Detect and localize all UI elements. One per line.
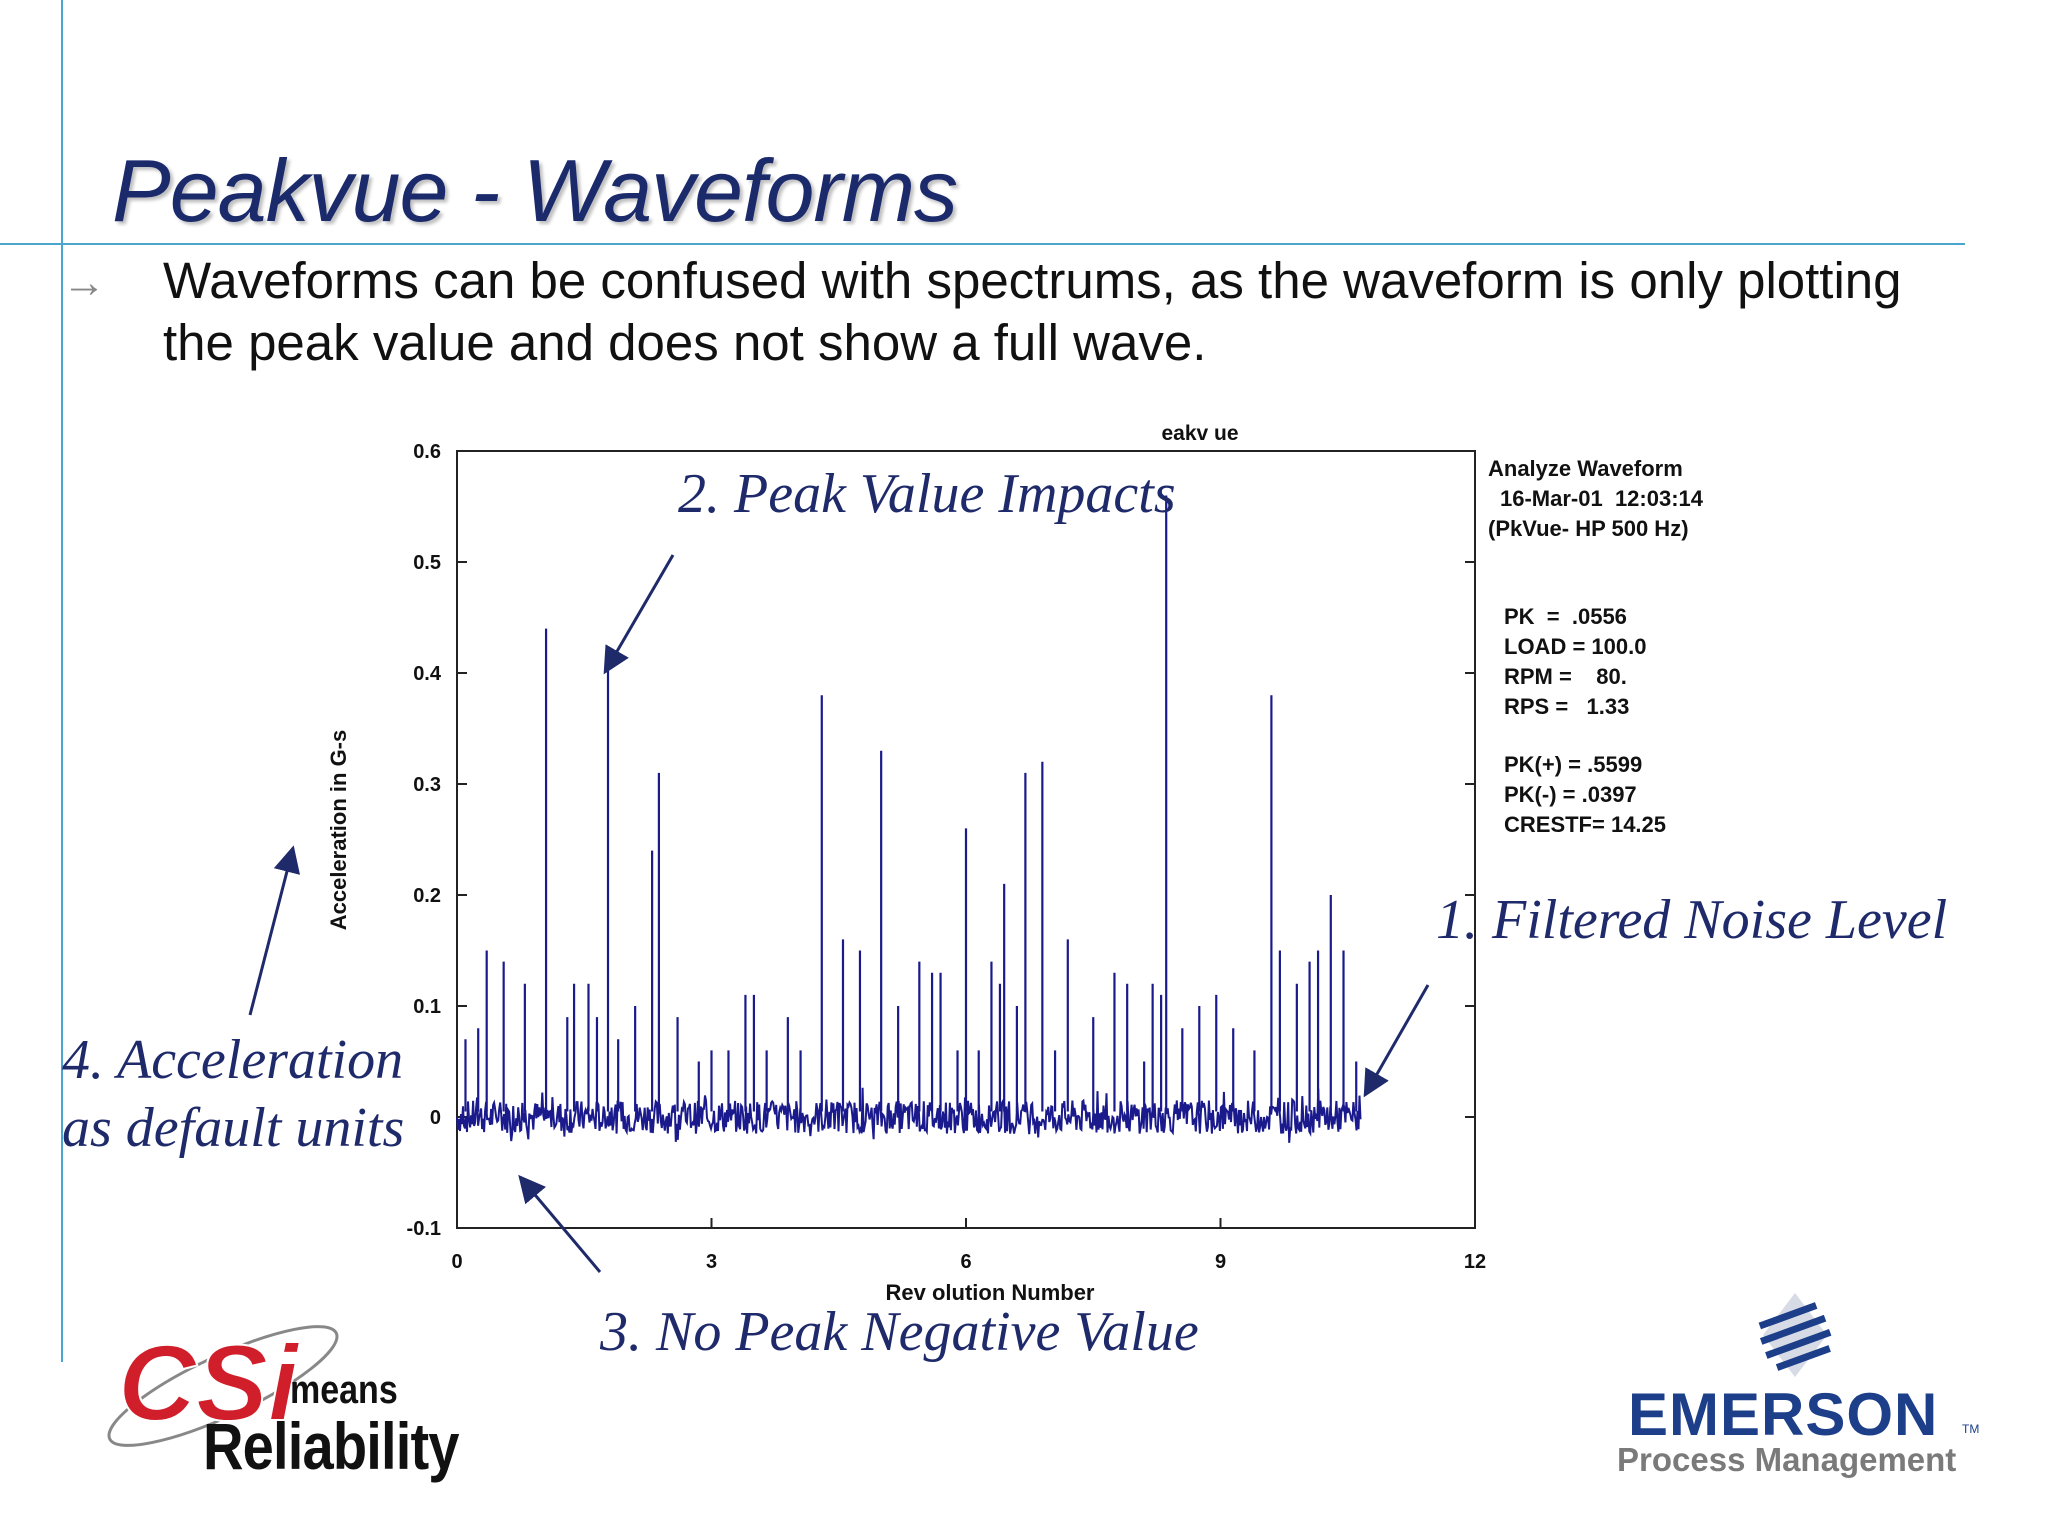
noise-trace — [456, 1087, 1362, 1143]
y-tick-label: 0.3 — [413, 774, 441, 796]
annotation-peak-value-impacts: 2. Peak Value Impacts — [678, 463, 1176, 525]
info-panel: Analyze Waveform 16-Mar-01 12:03:14 (PkVue… — [1488, 456, 1704, 837]
info-stat: RPS = 1.33 — [1504, 694, 1629, 719]
x-tick-label: 6 — [960, 1251, 971, 1273]
chart-title: eakv ue — [1161, 422, 1238, 445]
y-axis-label: Acceleration in G-s — [326, 730, 351, 931]
emerson-subtitle: Process Management — [1617, 1441, 1957, 1478]
x-tick-label: 9 — [1215, 1251, 1226, 1273]
info-stat: RPM = 80. — [1504, 664, 1627, 689]
info-stat-2: PK(-) = .0397 — [1504, 782, 1637, 807]
bullet-arrow-icon: → — [62, 258, 106, 307]
y-tick-label: 0.1 — [413, 996, 441, 1018]
arrow-acceleration — [248, 845, 301, 1016]
y-tick-label: 0.2 — [413, 885, 441, 907]
waveform-trace-group — [456, 495, 1362, 1143]
chart-labels: -0.1 0 0.1 0.2 0.3 0.4 0.5 0.6 0 3 6 9 12 eakv ue Rev … — [326, 422, 1486, 1305]
csi-reliability-text: Reliability — [203, 1409, 460, 1483]
info-line-3: (PkVue- HP 500 Hz) — [1488, 516, 1689, 541]
annotation-acceleration-line2: as default units — [62, 1097, 405, 1159]
bullet-text: Waveforms can be confused with spectrums… — [163, 252, 1902, 371]
info-stat: PK = .0556 — [1504, 604, 1627, 629]
info-stat-2: PK(+) = .5599 — [1504, 752, 1642, 777]
emerson-diamond-icon — [1758, 1293, 1832, 1377]
info-stat-2: CRESTF= 14.25 — [1504, 812, 1666, 837]
arrow-peak-impacts — [603, 554, 675, 675]
annotation-filtered-noise-level: 1. Filtered Noise Level — [1436, 889, 1948, 951]
info-line-1: Analyze Waveform — [1488, 456, 1683, 481]
y-tick-label: 0.4 — [413, 663, 442, 685]
csi-logo: CSi — [107, 1321, 339, 1447]
csi-swoosh — [107, 1325, 339, 1447]
y-tick-label: 0 — [430, 1107, 441, 1129]
info-line-2: 16-Mar-01 12:03:14 — [1500, 486, 1704, 511]
slide-title: Peakvue - Waveforms — [112, 141, 958, 240]
info-stat: LOAD = 100.0 — [1504, 634, 1646, 659]
slide-horizontal-rule — [0, 243, 1965, 245]
annotation-arrows — [248, 554, 1430, 1273]
y-tick-label: 0.6 — [413, 441, 441, 463]
x-axis-label: Rev olution Number — [885, 1280, 1094, 1305]
arrow-no-negative — [518, 1174, 602, 1273]
x-tick-label: 3 — [706, 1251, 717, 1273]
csi-letters: CSi — [118, 1322, 300, 1443]
annotation-no-peak-negative: 3. No Peak Negative Value — [600, 1301, 1199, 1363]
x-tick-label: 12 — [1464, 1251, 1486, 1273]
emerson-logo — [1758, 1293, 1832, 1377]
emerson-wordmark: EMERSON — [1628, 1381, 1939, 1448]
arrow-noise-level — [1363, 984, 1430, 1098]
y-tick-label: 0.5 — [413, 552, 441, 574]
emerson-trademark: TM — [1962, 1422, 1980, 1436]
csi-means-text: means — [290, 1368, 398, 1412]
y-tick-label: -0.1 — [407, 1218, 441, 1240]
annotation-acceleration-line1: 4. Acceleration — [62, 1029, 404, 1091]
x-tick-label: 0 — [451, 1251, 462, 1273]
slide-vertical-rule — [61, 0, 63, 1362]
